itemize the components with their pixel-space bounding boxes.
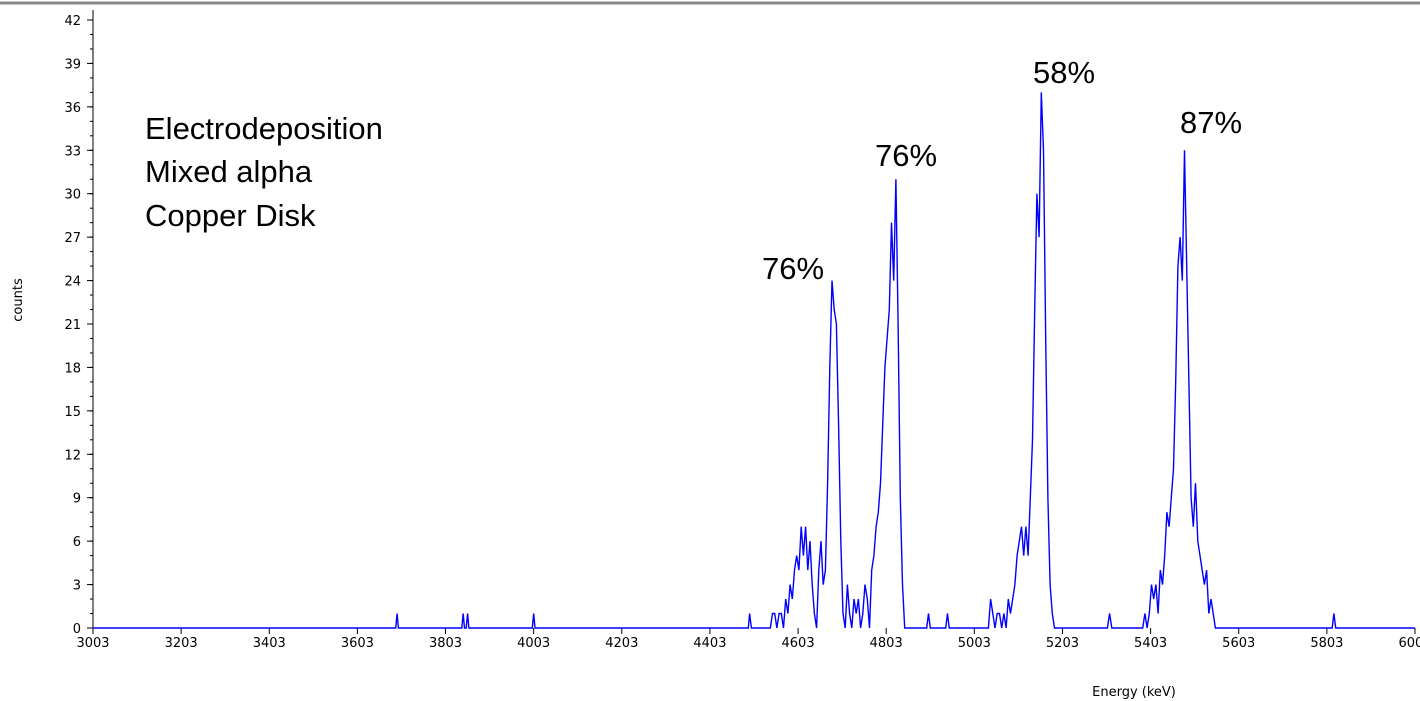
y-tick-label: 6 bbox=[73, 535, 81, 550]
y-tick-label: 21 bbox=[64, 318, 81, 333]
annotation: Mixed alpha bbox=[145, 154, 313, 189]
y-tick-label: 27 bbox=[64, 231, 81, 246]
y-tick-label: 30 bbox=[64, 188, 81, 203]
y-tick-label: 9 bbox=[73, 492, 81, 507]
x-tick-label: 3403 bbox=[253, 636, 286, 651]
y-tick-label: 18 bbox=[64, 361, 81, 376]
x-tick-label: 5203 bbox=[1046, 636, 1079, 651]
y-tick-label: 24 bbox=[64, 275, 81, 290]
peak-label: 58% bbox=[1033, 55, 1095, 90]
x-tick-label: 5003 bbox=[958, 636, 991, 651]
y-tick-label: 33 bbox=[64, 144, 81, 159]
y-tick-label: 12 bbox=[64, 448, 81, 463]
y-tick-label: 0 bbox=[73, 622, 81, 637]
x-axis-label: Energy (keV) bbox=[1092, 685, 1176, 700]
x-tick-label: 4403 bbox=[693, 636, 726, 651]
y-axis-label: counts bbox=[11, 278, 26, 322]
x-tick-label: 3203 bbox=[165, 636, 198, 651]
x-tick-label: 5603 bbox=[1222, 636, 1255, 651]
y-tick-label: 3 bbox=[73, 579, 81, 594]
y-tick-label: 15 bbox=[64, 405, 81, 420]
y-tick-label: 36 bbox=[64, 101, 81, 116]
x-tick-label: 3603 bbox=[341, 636, 374, 651]
x-tick-label: 4003 bbox=[517, 636, 550, 651]
y-tick-label: 39 bbox=[64, 57, 81, 72]
x-tick-label: 4203 bbox=[605, 636, 638, 651]
annotation: Electrodeposition bbox=[145, 111, 383, 146]
spectrum-line bbox=[93, 92, 1415, 629]
peak-label: 76% bbox=[875, 138, 937, 173]
x-tick-label: 5403 bbox=[1134, 636, 1167, 651]
x-tick-label: 3003 bbox=[76, 636, 109, 651]
x-tick-label: 4803 bbox=[870, 636, 903, 651]
x-tick-label: 6003 bbox=[1398, 636, 1420, 651]
peak-label: 76% bbox=[762, 251, 824, 286]
y-tick-label: 42 bbox=[64, 14, 81, 29]
x-tick-label: 4603 bbox=[782, 636, 815, 651]
annotation: Copper Disk bbox=[145, 198, 316, 233]
x-tick-label: 5803 bbox=[1310, 636, 1343, 651]
peak-label: 87% bbox=[1180, 105, 1242, 140]
x-tick-label: 3803 bbox=[429, 636, 462, 651]
